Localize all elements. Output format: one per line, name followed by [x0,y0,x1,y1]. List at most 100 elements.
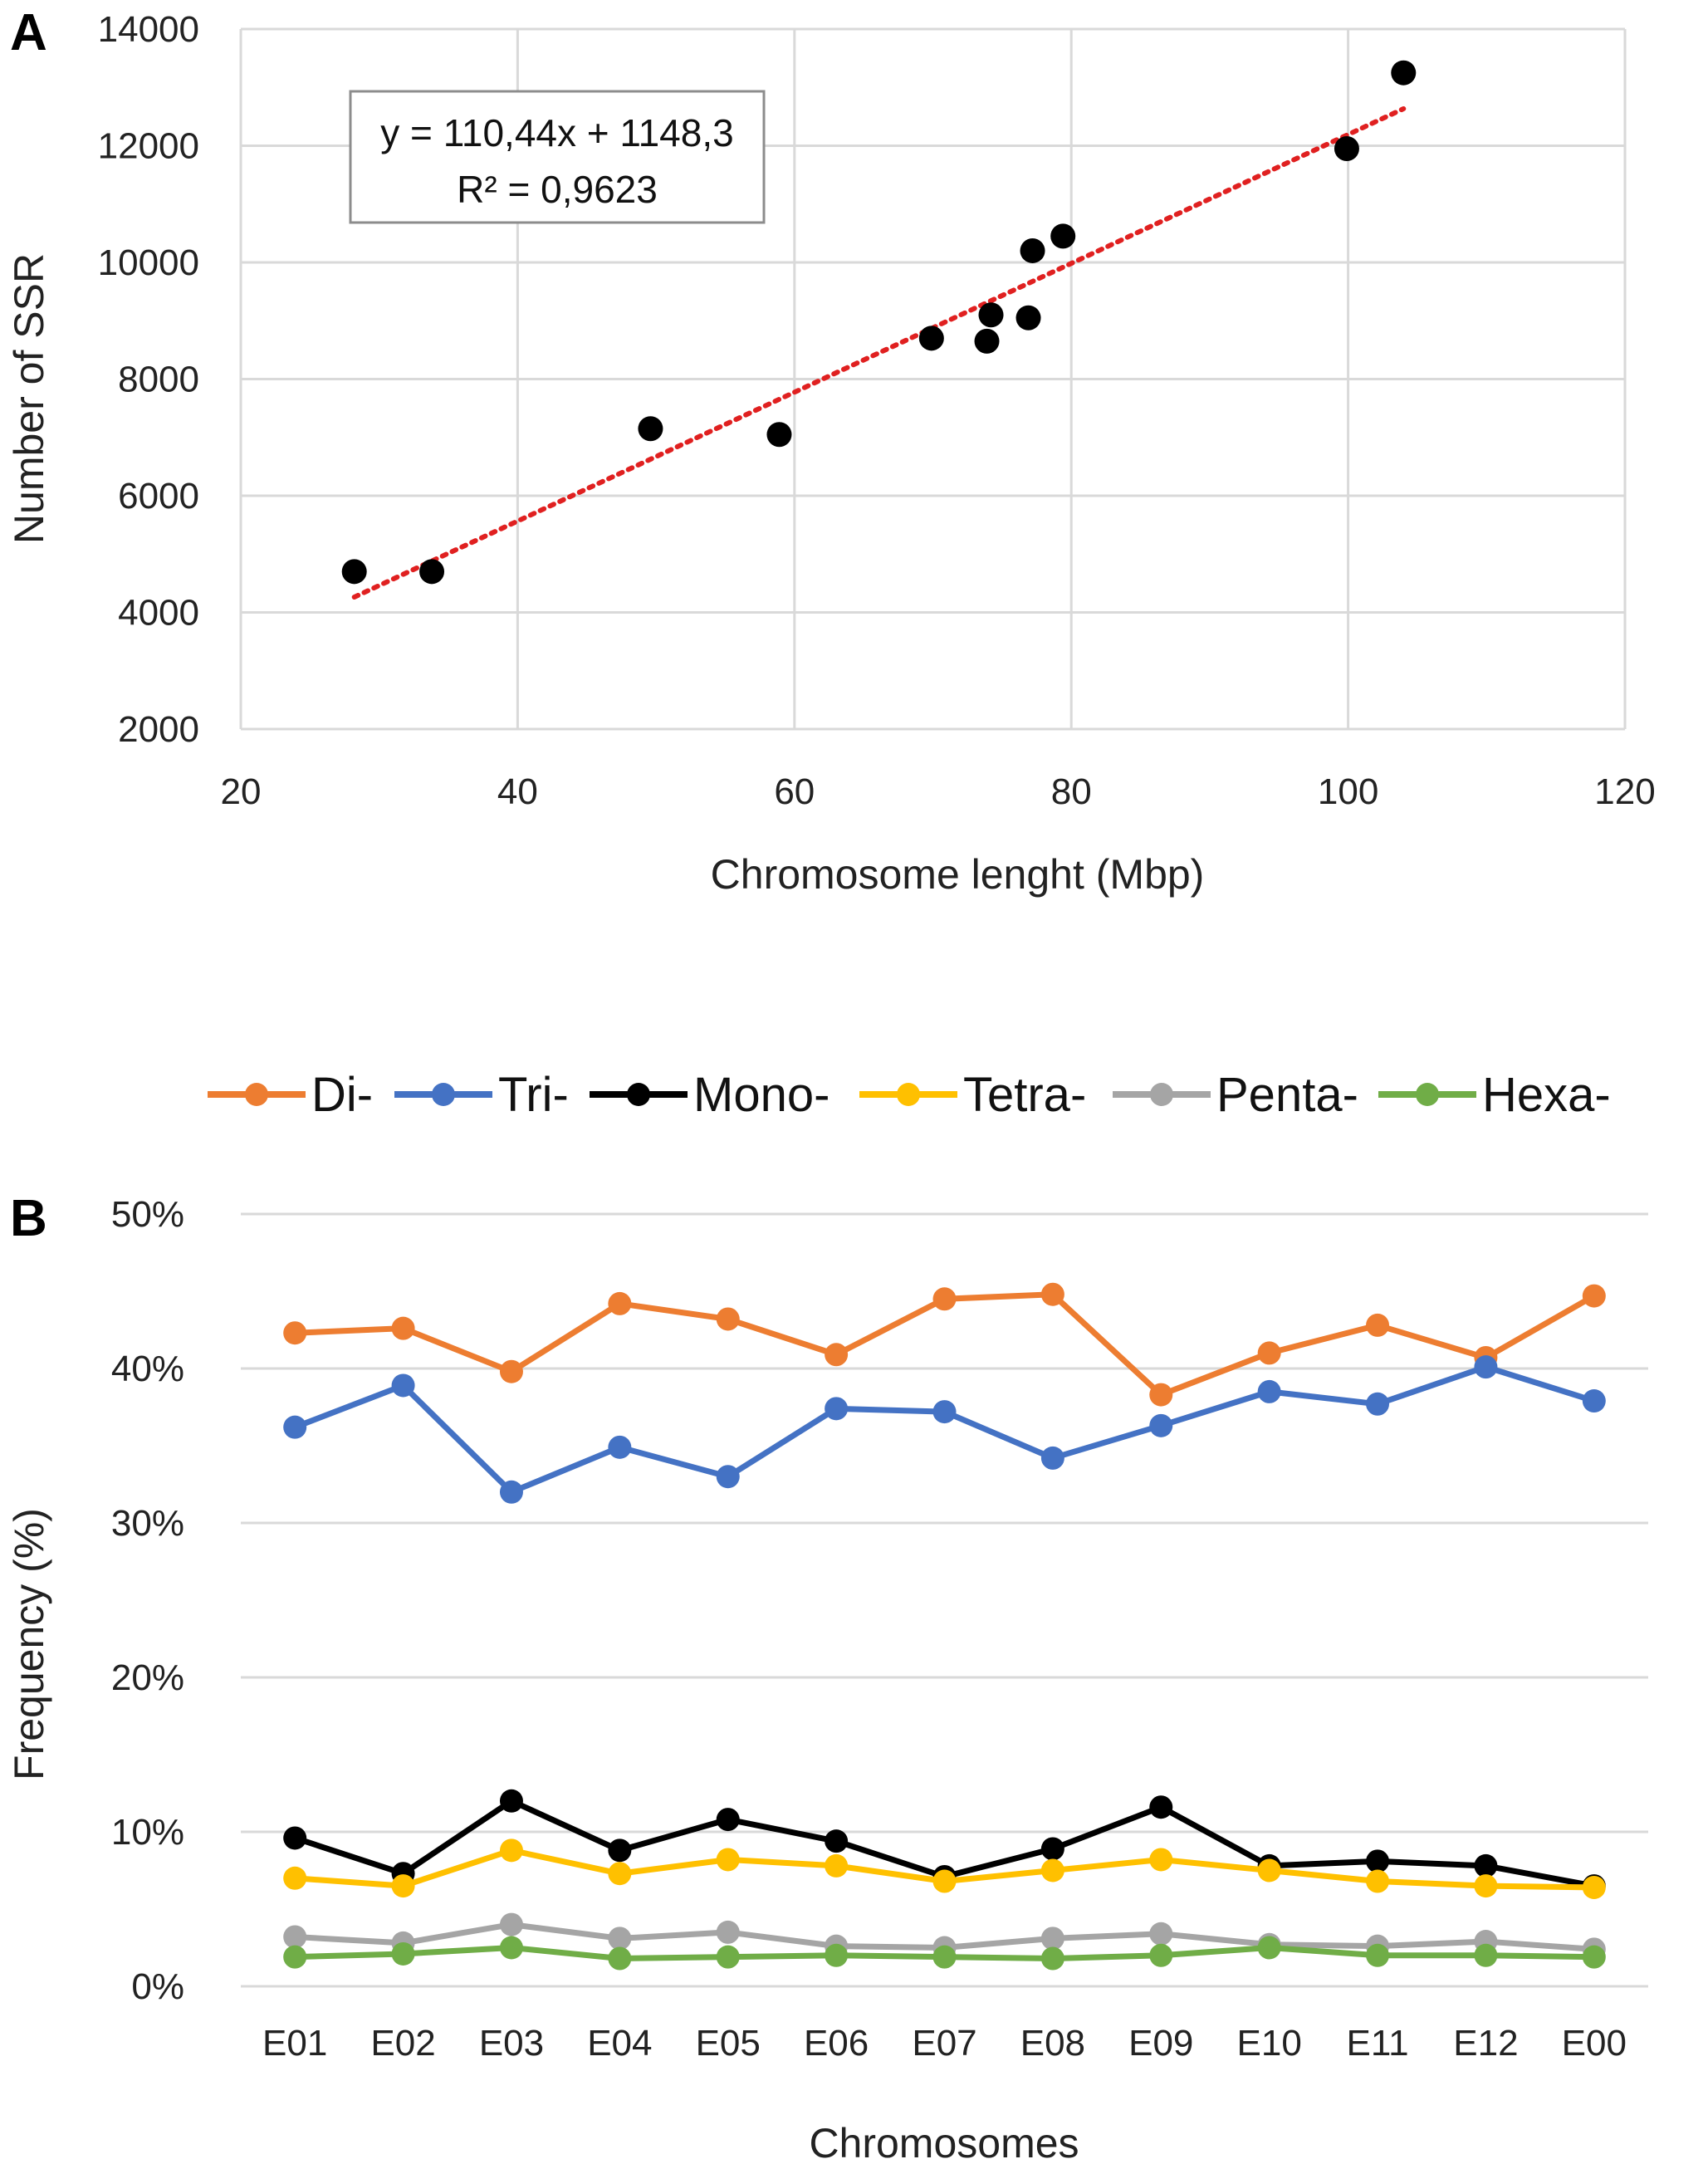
series-point-di [1257,1341,1281,1365]
panel-b-x-axis-title: Chromosomes [809,2120,1079,2164]
panel-b-label: B [10,1190,47,1247]
panel-b-y-tick-labels: 0% 10% 20% 30% 40% 50% [111,1194,184,2007]
panel-b-x-tick-label: E08 [1020,2023,1085,2064]
series-point-di [1149,1383,1173,1407]
panel-b-x-tick-label: E12 [1453,2023,1518,2064]
scatter-point [419,559,445,585]
series-tetra [283,1838,1606,1899]
series-point-penta [283,1925,307,1949]
series-point-penta [499,1912,523,1936]
legend-swatch-marker [432,1083,455,1106]
legend-swatch-marker [1416,1083,1439,1106]
series-point-tetra [608,1862,632,1886]
series-point-tetra [1149,1848,1173,1872]
series-point-tri [1582,1389,1606,1413]
series-point-penta [608,1927,632,1951]
series-point-hexa [1366,1943,1390,1967]
series-point-mono [1366,1849,1390,1873]
series-point-tetra [499,1838,523,1863]
series-point-di [1582,1284,1606,1308]
panel-b-y-tick-label: 10% [111,1812,184,1853]
series-point-tetra [1474,1874,1498,1898]
panel-a-y-tick-label: 12000 [98,126,199,167]
series-point-penta [1149,1922,1173,1946]
legend-swatch-marker [1150,1083,1173,1106]
legend-label: Tri- [498,1068,569,1122]
series-point-tetra [825,1853,849,1878]
series-point-penta [716,1920,740,1944]
series-point-di [716,1307,740,1331]
series-point-tetra [716,1848,740,1872]
series-point-mono [499,1789,523,1813]
series-point-penta [1040,1927,1064,1951]
series-point-tetra [1366,1869,1390,1893]
panel-a-x-tick-label: 40 [497,771,538,812]
panel-b-x-tick-label: E00 [1562,2023,1627,2064]
panel-b-legend: Di- Tri- Mono- Tetra- Penta- Hexa- [208,1068,1611,1122]
panel-a-x-tick-label: 120 [1594,771,1655,812]
legend-label: Mono- [693,1068,830,1122]
series-point-di [932,1287,957,1311]
panel-b-x-tick-label: E07 [912,2023,976,2064]
panel-b-y-tick-label: 0% [131,1966,184,2007]
legend-item-tri: Tri- [394,1068,569,1122]
series-point-mono [283,1826,307,1850]
scatter-point [974,328,1000,354]
legend-item-di: Di- [208,1068,373,1122]
scatter-point [1016,305,1041,330]
legend-swatch-marker [897,1083,920,1106]
legend-item-hexa: Hexa- [1378,1068,1611,1122]
series-point-hexa [1474,1943,1498,1967]
panel-a-x-axis-title: Chromosome lenght (Mbp) [711,851,1205,898]
panel-a-y-axis-title: Number of SSR [6,253,52,544]
legend-label: Penta- [1216,1068,1358,1122]
panel-b-line-chart: B Di- Tri- Mono- Tetra- Penta- Hexa- 0% 10% 20%… [6,1068,1648,2164]
series-point-hexa [716,1945,740,1969]
series-point-hexa [1149,1943,1173,1967]
scatter-point [341,559,367,585]
series-point-mono [1474,1853,1498,1878]
series-point-hexa [932,1945,957,1969]
legend-label: Tetra- [963,1068,1086,1122]
r-squared-value: R² = 0,9623 [457,168,658,211]
scatter-point [766,422,792,448]
panel-a-x-tick-label: 60 [774,771,815,812]
panel-a-label: A [10,4,47,61]
panel-b-x-tick-label: E04 [587,2023,652,2064]
panel-a-x-tick-label: 80 [1051,771,1092,812]
series-point-hexa [499,1936,523,1960]
panel-a-y-tick-label: 8000 [118,360,199,400]
series-point-tri [1040,1446,1064,1470]
series-point-hexa [825,1943,849,1967]
series-point-tetra [1257,1858,1281,1882]
legend-item-mono: Mono- [590,1068,830,1122]
series-point-mono [608,1838,632,1863]
panel-b-y-tick-label: 20% [111,1657,184,1698]
series-point-di [499,1359,523,1383]
panel-b-gridlines [241,1212,1648,1988]
panel-a-y-tick-label: 14000 [98,9,199,50]
series-point-hexa [1040,1946,1064,1971]
series-point-tri [1149,1413,1173,1437]
series-point-mono [1040,1837,1064,1861]
series-point-di [391,1316,415,1340]
series-point-di [825,1343,849,1367]
legend-item-tetra: Tetra- [859,1068,1086,1122]
panel-a-x-tick-label: 100 [1318,771,1378,812]
panel-b-x-tick-label: E10 [1237,2023,1302,2064]
panel-b-y-tick-label: 50% [111,1194,184,1235]
legend-swatch-marker [245,1083,268,1106]
series-point-hexa [1582,1945,1606,1969]
regression-equation: y = 110,44x + 1148,3 [380,111,733,154]
legend-item-penta: Penta- [1113,1068,1358,1122]
series-point-tri [1474,1355,1498,1379]
panel-b-x-tick-label: E01 [262,2023,327,2064]
scatter-point [918,326,944,351]
series-point-tri [391,1373,415,1398]
panel-b-y-tick-label: 30% [111,1503,184,1544]
series-point-tri [283,1415,307,1439]
series-point-tri [1366,1392,1390,1416]
panel-a-y-tick-label: 2000 [118,709,199,750]
series-point-tetra [1582,1875,1606,1899]
